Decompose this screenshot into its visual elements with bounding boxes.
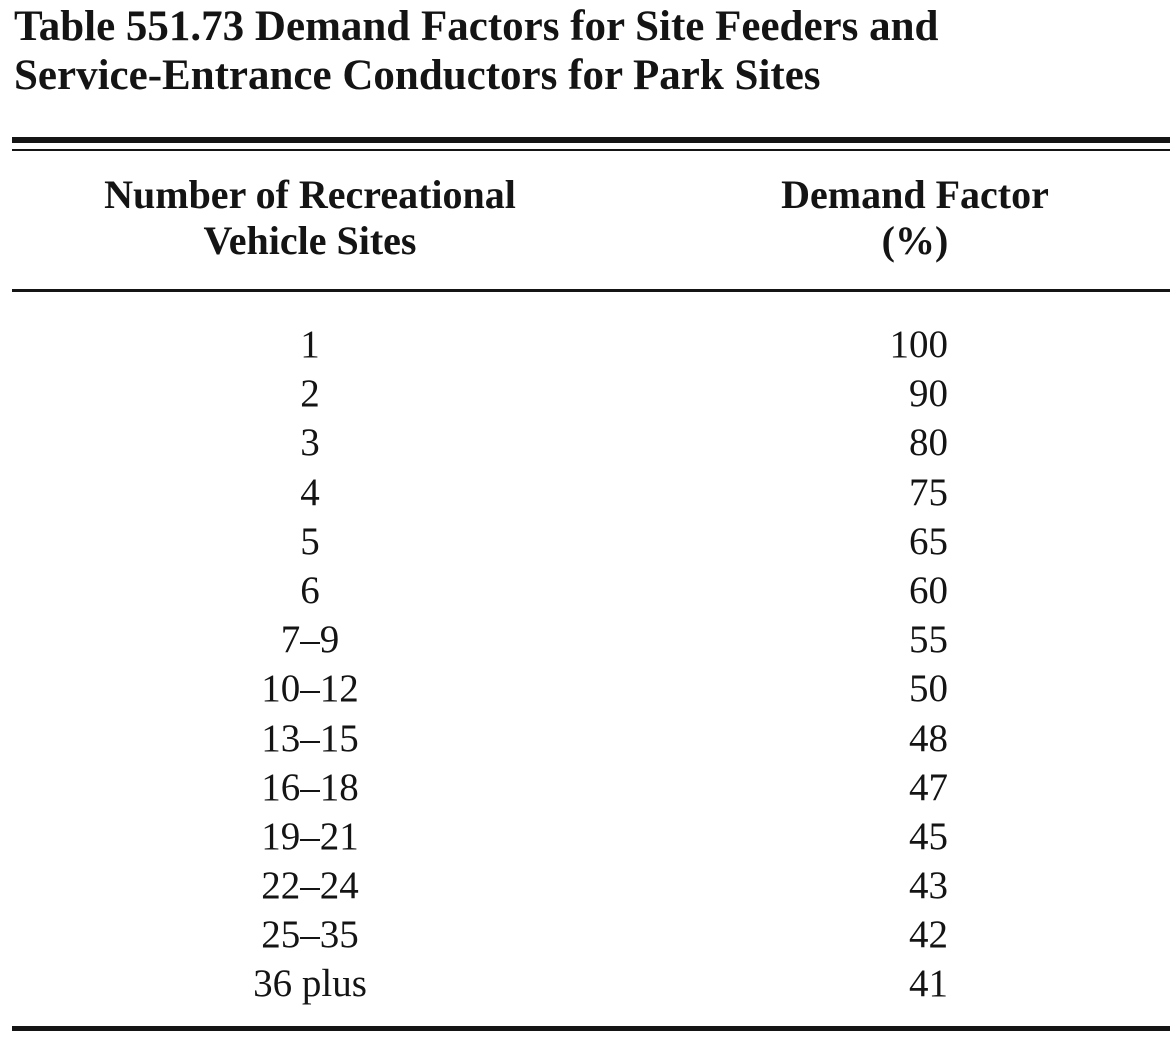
sites-cell: 4 [300, 470, 320, 514]
sites-cell: 10–12 [261, 667, 359, 711]
sites-cell: 7–9 [280, 618, 340, 662]
bottom-rule [12, 1026, 1170, 1031]
sites-cell: 13–15 [261, 716, 359, 760]
table-row: 19–21 45 [0, 812, 1170, 861]
column-header-demand-factor: Demand Factor (%) [740, 172, 1090, 264]
table-caption: Table 551.73 Demand Factors for Site Fee… [14, 2, 1164, 100]
sites-cell: 1 [300, 323, 320, 366]
demand-factor-cell: 100 [889, 323, 949, 366]
demand-factor-cell: 90 [909, 372, 948, 416]
demand-factor-cell: 60 [909, 568, 948, 612]
table-caption-line-1: Table 551.73 Demand Factors for Site Fee… [14, 3, 939, 50]
table-row: 3 80 [0, 418, 1170, 467]
demand-factor-cell: 55 [909, 618, 948, 662]
table-row: 22–24 43 [0, 861, 1170, 910]
demand-factor-cell: 65 [909, 519, 948, 563]
table-row: 2 90 [0, 369, 1170, 418]
top-thick-rule [12, 137, 1170, 143]
top-thin-rule [12, 149, 1170, 151]
demand-factor-cell: 45 [909, 814, 948, 858]
demand-factor-cell: 80 [909, 421, 948, 465]
table-row: 1 100 [0, 320, 1170, 369]
sites-cell: 5 [300, 519, 320, 563]
demand-factor-cell: 47 [909, 765, 948, 809]
sites-cell: 2 [300, 372, 320, 416]
demand-factor-cell: 50 [909, 667, 948, 711]
sites-cell: 22–24 [261, 864, 359, 908]
table-row: 6 60 [0, 566, 1170, 615]
table-row: 13–15 48 [0, 714, 1170, 763]
sites-cell: 25–35 [261, 913, 359, 957]
demand-factor-cell: 42 [909, 913, 948, 957]
sites-cell: 36 plus [253, 962, 367, 1006]
header-rule [12, 289, 1170, 292]
demand-factor-cell: 41 [909, 962, 948, 1006]
table-row: 25–35 42 [0, 910, 1170, 959]
column-header-factor-line-2: (%) [881, 218, 949, 263]
column-header-sites-line-1: Number of Recreational [104, 172, 516, 217]
demand-factor-cell: 75 [909, 470, 948, 514]
table-body: 1 100 2 90 3 80 4 75 5 65 6 60 7–9 55 10… [0, 320, 1170, 1009]
table-row: 16–18 47 [0, 763, 1170, 812]
sites-cell: 16–18 [261, 765, 359, 809]
table-caption-line-2: Service-Entrance Conductors for Park Sit… [14, 52, 821, 99]
sites-cell: 19–21 [261, 814, 359, 858]
sites-cell: 6 [300, 568, 320, 612]
table-row: 10–12 50 [0, 664, 1170, 713]
column-header-sites-line-2: Vehicle Sites [203, 218, 417, 263]
table-row: 36 plus 41 [0, 959, 1170, 1008]
column-header-sites: Number of Recreational Vehicle Sites [30, 172, 590, 264]
demand-factor-cell: 48 [909, 716, 948, 760]
demand-factor-cell: 43 [909, 864, 948, 908]
column-header-factor-line-1: Demand Factor [781, 172, 1049, 217]
sites-cell: 3 [300, 421, 320, 465]
table-row: 5 65 [0, 517, 1170, 566]
table-row: 4 75 [0, 468, 1170, 517]
table-row: 7–9 55 [0, 615, 1170, 664]
